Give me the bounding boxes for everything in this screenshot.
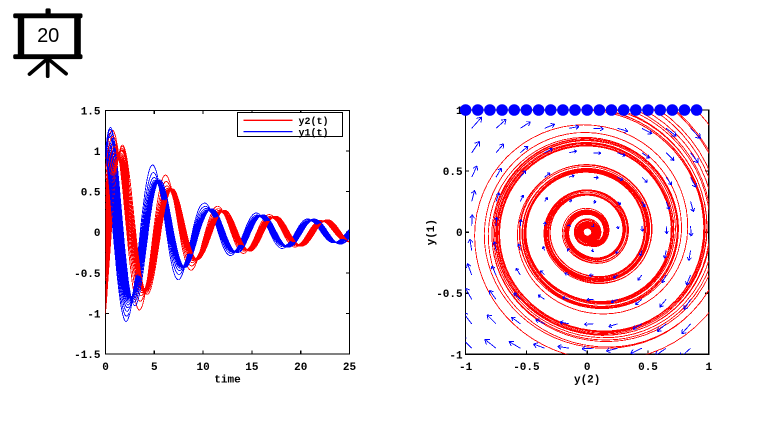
svg-text:1.5: 1.5 (81, 106, 101, 118)
svg-text:y(1): y(1) (426, 219, 438, 245)
svg-text:20: 20 (294, 362, 307, 374)
svg-text:-0.5: -0.5 (436, 289, 463, 301)
svg-text:y(2): y(2) (574, 375, 600, 387)
svg-text:-0.5: -0.5 (74, 269, 101, 281)
svg-text:1: 1 (456, 106, 463, 118)
svg-text:-1: -1 (449, 350, 463, 362)
svg-text:1: 1 (94, 147, 101, 159)
svg-text:5: 5 (151, 362, 158, 374)
svg-text:10: 10 (196, 362, 209, 374)
svg-text:0: 0 (456, 228, 463, 240)
svg-text:y1(t): y1(t) (299, 127, 329, 139)
svg-text:0: 0 (94, 228, 101, 240)
svg-text:y2(t): y2(t) (299, 116, 329, 128)
svg-text:-1: -1 (87, 310, 101, 322)
svg-text:15: 15 (245, 362, 259, 374)
svg-text:-1.5: -1.5 (74, 350, 101, 362)
svg-text:-0.5: -0.5 (513, 362, 540, 374)
svg-text:0.5: 0.5 (81, 188, 101, 200)
svg-text:time: time (214, 375, 241, 387)
svg-text:0.5: 0.5 (638, 362, 658, 374)
svg-text:-1: -1 (459, 362, 473, 374)
svg-text:1: 1 (705, 362, 712, 374)
svg-text:0.5: 0.5 (443, 167, 463, 179)
svg-text:0: 0 (584, 362, 591, 374)
svg-text:0: 0 (102, 362, 109, 374)
svg-text:20: 20 (37, 25, 59, 47)
svg-text:25: 25 (343, 362, 357, 374)
